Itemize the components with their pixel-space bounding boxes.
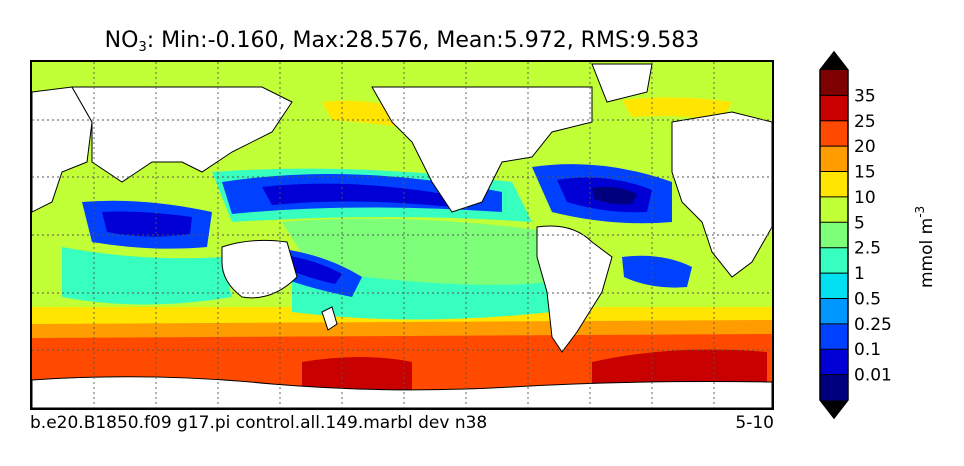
land-africa-east	[671, 111, 772, 278]
colorbar-segment	[820, 349, 848, 376]
colorbar-tick-label: 2.5	[854, 239, 881, 259]
colorbar-extend-min	[820, 400, 848, 418]
colorbar-segment	[820, 146, 848, 173]
land-south-america	[536, 225, 613, 353]
season-caption: 5-10	[735, 413, 774, 433]
colorbar-outline	[819, 50, 849, 420]
colorbar-segment	[820, 171, 848, 198]
map-plot	[30, 60, 774, 410]
colorbar-tick-label: 0.25	[854, 315, 892, 335]
colorbar-segment	[820, 222, 848, 249]
title-subscript: 3	[138, 40, 147, 55]
colorbar: 0.01 0.1 0.25 0.5 1 2.5 5 10 15 20 25 35	[819, 50, 892, 420]
title-stats: : Min:-0.160, Max:28.576, Mean:5.972, RM…	[146, 28, 700, 53]
colorbar-tick-label: 0.01	[854, 366, 892, 386]
land-north-america	[371, 86, 593, 213]
colorbar-segment	[820, 374, 848, 401]
colorbar-tick-label: 10	[854, 188, 876, 208]
colorbar-segment	[820, 120, 848, 147]
chart-title: NO3: Min:-0.160, Max:28.576, Mean:5.972,…	[30, 28, 774, 55]
colorbar-segment	[820, 323, 848, 350]
land-greenland	[591, 63, 653, 103]
indian-ocean-teal	[62, 247, 232, 305]
colorbar-label-text: mmol m-3	[913, 206, 937, 288]
land-australia	[221, 239, 298, 299]
ocean-band-25-35-a	[302, 357, 412, 392]
north-atlantic-core-deep	[592, 186, 637, 205]
south-pacific-gyre-core	[280, 254, 342, 284]
colorbar-segment	[820, 247, 848, 274]
colorbar-tick-label: 15	[854, 163, 876, 183]
colorbar-tick-label: 5	[854, 213, 865, 233]
colorbar-segment	[820, 273, 848, 299]
colorbar-label-exponent: -3	[913, 206, 927, 218]
colorbar-label-unit: mmol m	[917, 218, 937, 288]
colorbar-segment	[820, 95, 848, 122]
north-pacific-gyre-core	[262, 183, 462, 207]
land-new-zealand	[321, 306, 338, 331]
colorbar-tick-label: 35	[854, 86, 876, 106]
colorbar-tick-label: 0.1	[854, 340, 881, 360]
colorbar-tick-label: 25	[854, 112, 876, 132]
colorbar-segment	[820, 298, 848, 325]
south-atlantic-gyre	[622, 255, 692, 288]
colorbar-segment	[820, 70, 848, 96]
indian-ocean-gyre-core	[102, 211, 192, 237]
run-caption: b.e20.B1850.f09 g17.pi control.all.149.m…	[30, 413, 488, 433]
colorbar-extend-max	[820, 52, 848, 70]
title-var: NO	[104, 28, 139, 53]
north-atlantic-band-5-10	[622, 97, 732, 120]
colorbar-segment	[820, 196, 848, 223]
land-antarctica	[32, 376, 772, 408]
map-svg	[32, 62, 772, 408]
colorbar-tick-label: 20	[854, 137, 876, 157]
colorbar-tick-label: 1	[854, 264, 865, 284]
land-asia	[71, 86, 293, 183]
colorbar-label: mmol m-3	[913, 206, 937, 288]
colorbar-tick-label: 0.5	[854, 289, 881, 309]
